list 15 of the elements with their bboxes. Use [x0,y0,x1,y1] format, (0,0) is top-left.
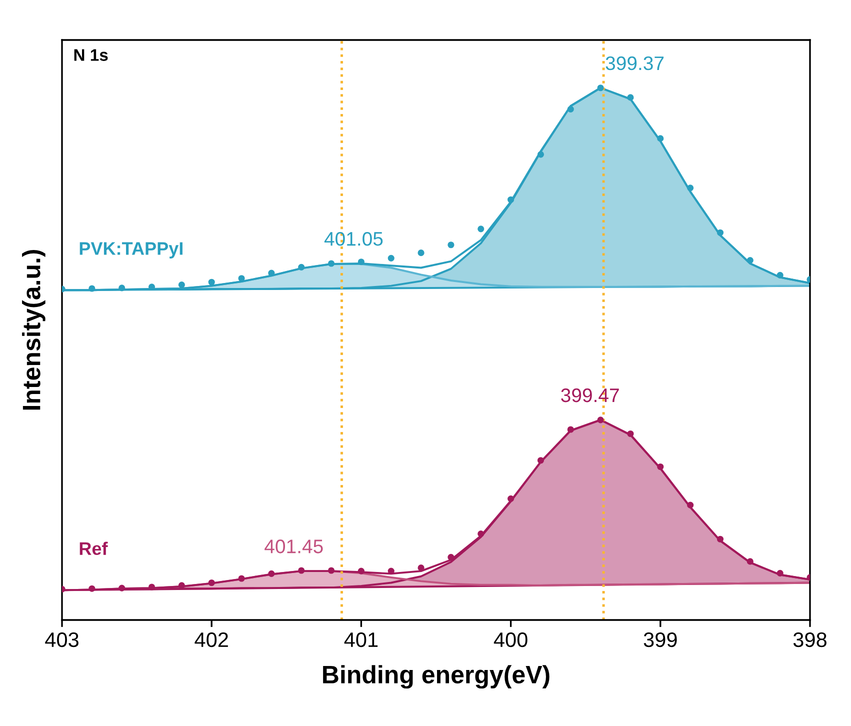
annotation: 401.45 [264,540,323,554]
annotation: 401.05 [324,232,383,246]
x-tick-label: 402 [194,632,228,648]
x-tick-label: 399 [644,632,677,648]
series-label: Ref [80,542,108,556]
annotation: 399.47 [561,388,619,402]
x-tick-label: 400 [494,632,528,648]
x-tick-label: 401 [344,632,378,648]
x-tick-label: 403 [45,632,78,648]
x-tick-label: 398 [793,632,826,648]
text: N 1s [74,49,108,61]
x-axis-title: Binding energy(eV) [323,665,550,689]
series-label: PVK:TAPPyI [80,242,182,258]
annotation: 399.37 [606,56,664,70]
y-axis-title: Intensity(a.u.) [22,250,46,410]
